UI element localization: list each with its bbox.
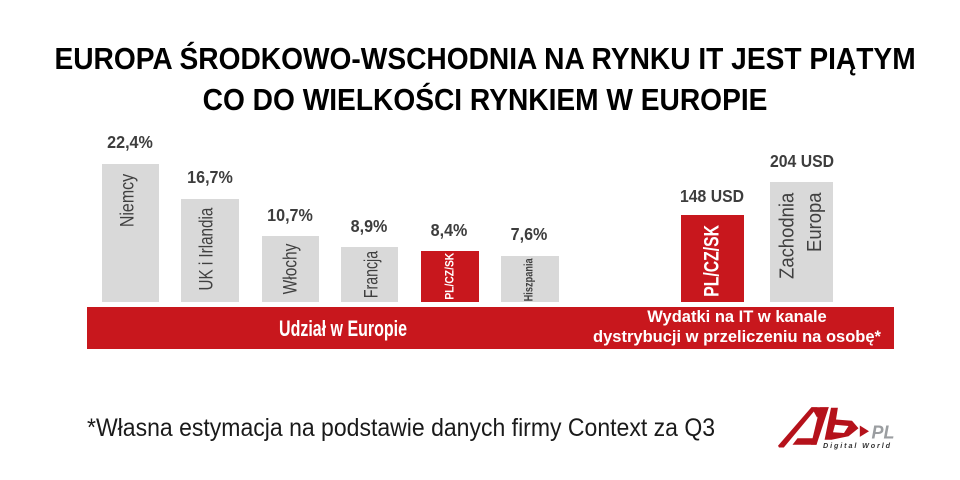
svg-text:PL: PL	[872, 423, 895, 443]
svg-text:Digital World: Digital World	[823, 441, 892, 450]
